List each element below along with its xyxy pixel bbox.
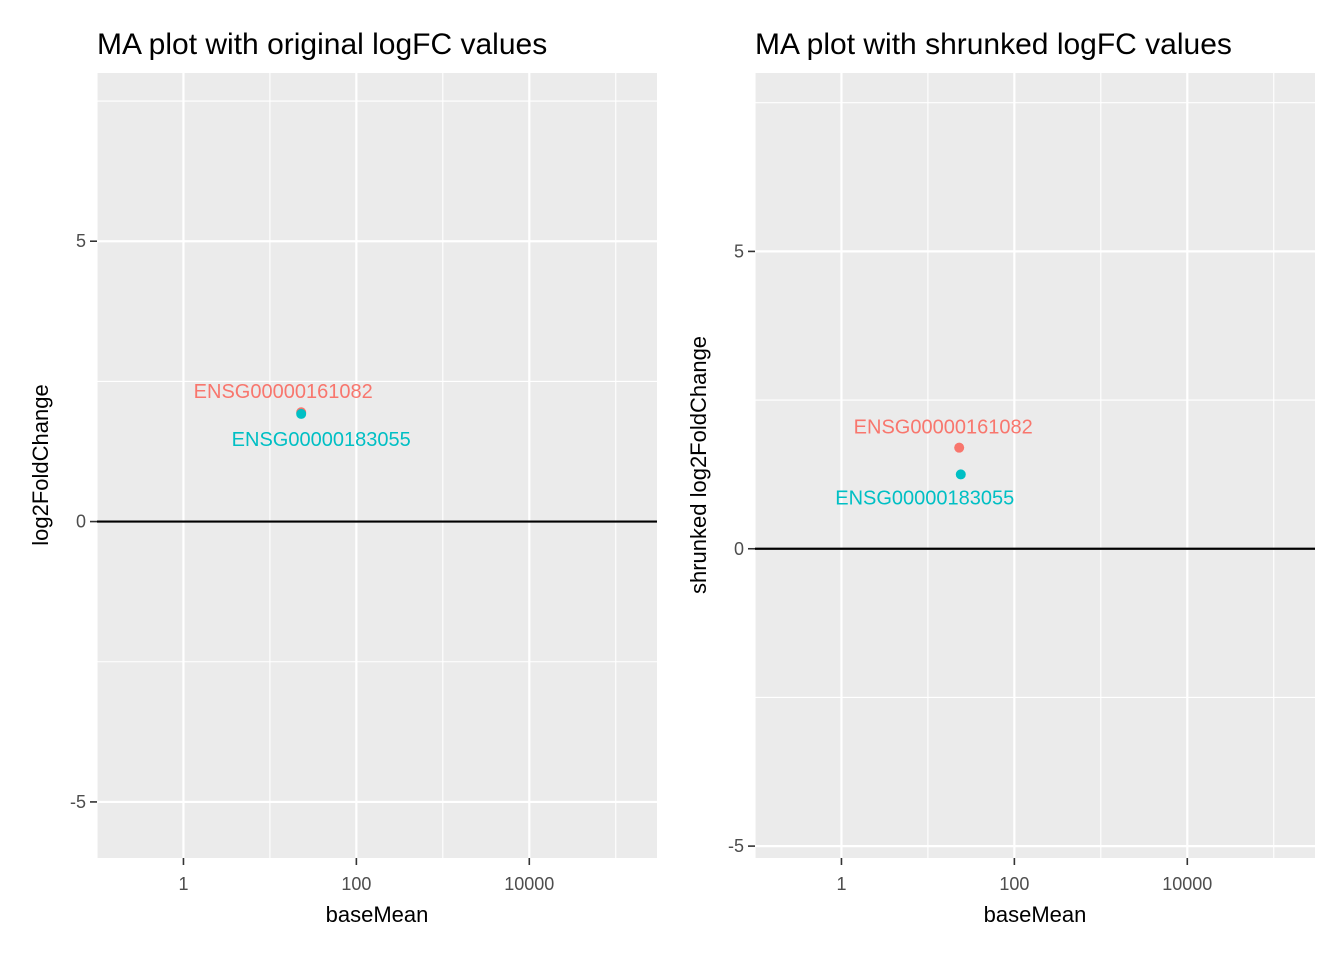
right-x-axis: 1 100 10000 [836, 858, 1212, 894]
right-point-ENSG00000183055 [955, 469, 966, 480]
left-y-tick-label-2: 5 [76, 231, 86, 251]
left-point-label-ENSG00000183055: ENSG00000183055 [232, 429, 411, 451]
right-plot-panel-background [755, 73, 1315, 858]
right-y-tick-label-0: -5 [728, 836, 744, 856]
left-ma-plot: MA plot with original logFC values ENSG0… [28, 28, 657, 927]
left-plot-title: MA plot with original logFC values [97, 28, 547, 61]
right-x-tick-label-1: 100 [999, 874, 1029, 894]
right-x-tick-label-0: 1 [836, 874, 846, 894]
left-minor-gridlines [96, 73, 657, 858]
right-y-axis-title: shrunked log2FoldChange [686, 336, 711, 594]
right-minor-gridlines [754, 73, 1315, 858]
left-x-tick-label-0: 1 [178, 874, 188, 894]
left-data-points: ENSG00000161082 ENSG00000183055 [194, 381, 411, 451]
left-y-tick-label-1: 0 [76, 512, 86, 532]
right-ma-plot: MA plot with shrunked logFC values ENSG0… [686, 28, 1315, 927]
left-point-label-ENSG00000161082: ENSG00000161082 [194, 381, 373, 403]
right-y-axis: -5 0 5 [728, 241, 755, 856]
left-y-tick-label-0: -5 [70, 792, 86, 812]
right-point-label-ENSG00000161082: ENSG00000161082 [854, 417, 1033, 439]
right-y-tick-label-1: 0 [734, 539, 744, 559]
left-x-axis: 1 100 10000 [178, 858, 554, 894]
right-point-ENSG00000161082 [954, 442, 965, 453]
left-y-axis-title: log2FoldChange [28, 384, 53, 545]
left-plot-panel-background [97, 73, 657, 858]
left-y-axis: -5 0 5 [70, 231, 97, 812]
left-x-tick-label-1: 100 [341, 874, 371, 894]
right-y-tick-label-2: 5 [734, 241, 744, 261]
left-x-axis-title: baseMean [326, 902, 429, 927]
right-x-tick-label-2: 10000 [1162, 874, 1212, 894]
right-plot-title: MA plot with shrunked logFC values [755, 28, 1232, 61]
right-point-label-ENSG00000183055: ENSG00000183055 [835, 487, 1014, 509]
left-x-tick-label-2: 10000 [504, 874, 554, 894]
right-data-points: ENSG00000161082 ENSG00000183055 [835, 417, 1032, 510]
left-point-ENSG00000183055 [296, 408, 307, 419]
right-x-axis-title: baseMean [984, 902, 1087, 927]
